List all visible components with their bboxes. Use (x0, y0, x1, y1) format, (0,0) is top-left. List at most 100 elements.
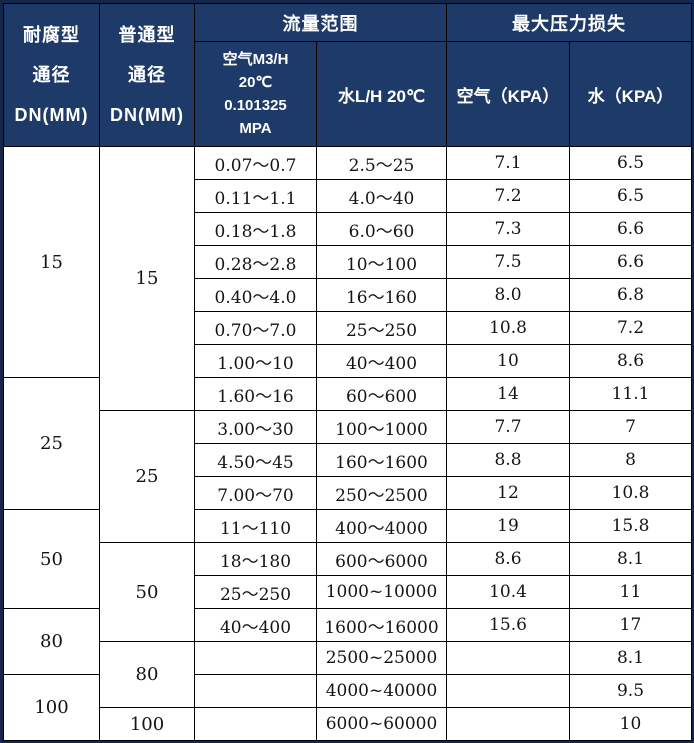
water-flow-cell: 250～2500 (316, 476, 447, 510)
air-pressure-cell (446, 674, 570, 708)
table-body: 15 15 0.07～0.7 2.5～25 7.1 6.5 0.11～1.1 4.0～40 7.… (3, 146, 692, 741)
air-pressure-cell: 10.8 (446, 311, 570, 345)
table-row: 15 15 0.07～0.7 2.5～25 7.1 6.5 (3, 146, 692, 411)
air-flow-cell: 0.40～4.0 (194, 278, 317, 312)
table-row: 80 40～400 1600～16000 15.6 17 (3, 608, 692, 675)
table-row: 25 1.60～16 60～600 14 11.1 (3, 377, 692, 510)
header-air-flow-line2: 20℃ (238, 74, 273, 91)
air-flow-cell: 0.70～7.0 (194, 311, 317, 345)
table-row: 0.70～7.0 25～250 10.8 7.2 (4, 311, 692, 345)
water-pressure-cell: 10.8 (569, 476, 692, 510)
water-pressure-cell: 6.5 (569, 146, 692, 180)
header-normal-dn-line3: DN(MM) (110, 105, 184, 125)
water-flow-cell: 2500~25000 (316, 641, 447, 675)
water-flow-cell: 1000~10000 (316, 575, 447, 609)
air-flow-cell: 1.00～10 (194, 344, 317, 378)
air-pressure-cell: 19 (446, 509, 570, 543)
air-flow-cell: 0.07～0.7 (194, 146, 317, 180)
water-flow-cell: 100～1000 (316, 410, 447, 444)
water-flow-cell: 25～250 (316, 311, 447, 345)
water-pressure-cell: 8.1 (569, 542, 692, 576)
water-pressure-cell: 7.2 (569, 311, 692, 345)
air-pressure-cell: 8.0 (446, 278, 570, 312)
header-air-kpa: 空气（KPA） (446, 41, 570, 147)
header-water-flow: 水L/H 20℃ (316, 41, 447, 147)
air-pressure-cell: 14 (446, 377, 570, 411)
header-max-pressure-loss-group: 最大压力损失 (446, 3, 692, 42)
air-pressure-cell: 7.3 (446, 212, 570, 246)
header-air-flow-line3: 0.101325 (224, 97, 287, 114)
table-row: 25 3.00～30 100～1000 7.7 7 (4, 410, 692, 543)
water-flow-cell: 6.0～60 (316, 212, 447, 246)
header-corrosion-dn-line3: DN(MM) (14, 105, 89, 125)
table-row: 100 6000~60000 10 (4, 707, 692, 741)
air-pressure-cell: 10 (446, 344, 570, 378)
air-flow-cell: 0.18～1.8 (194, 212, 317, 246)
normal-dn-cell: 100 (99, 707, 195, 741)
header-air-flow-line4: MPA (239, 120, 272, 137)
water-pressure-cell: 8.6 (569, 344, 692, 378)
normal-dn-cell: 15 (99, 146, 195, 411)
water-flow-cell: 160～1600 (316, 443, 447, 477)
air-flow-cell: 0.28～2.8 (194, 245, 317, 279)
air-flow-cell: 1.60～16 (194, 377, 317, 411)
air-flow-cell (194, 707, 317, 741)
water-flow-cell: 600～6000 (316, 542, 447, 576)
air-pressure-cell (446, 641, 570, 675)
water-pressure-cell: 8.1 (569, 641, 692, 675)
water-flow-cell: 1600～16000 (316, 608, 447, 642)
header-air-flow-line1: 空气M3/H (222, 51, 289, 68)
air-pressure-cell: 7.5 (446, 245, 570, 279)
water-pressure-cell: 10 (569, 707, 692, 741)
air-flow-cell: 0.11～1.1 (194, 179, 317, 213)
water-pressure-cell: 7 (569, 410, 692, 444)
air-pressure-cell: 10.4 (446, 575, 570, 609)
air-flow-cell: 3.00～30 (194, 410, 317, 444)
corrosion-dn-cell: 80 (3, 608, 100, 675)
air-flow-cell: 7.00～70 (194, 476, 317, 510)
water-flow-cell: 4.0～40 (316, 179, 447, 213)
header-normal-dn-line1: 普通型 (118, 25, 176, 45)
water-flow-cell: 10～100 (316, 245, 447, 279)
water-flow-cell: 6000~60000 (316, 707, 447, 741)
table-row: 0.11～1.1 4.0～40 7.2 6.5 (4, 179, 692, 213)
air-flow-cell (194, 674, 317, 708)
table-row: 50 11～110 400～4000 19 15.8 (3, 509, 692, 609)
air-pressure-cell: 7.7 (446, 410, 570, 444)
water-pressure-cell: 6.8 (569, 278, 692, 312)
table-row: 50 18～180 600～6000 8.6 8.1 (4, 542, 692, 642)
air-pressure-cell: 8.6 (446, 542, 570, 576)
water-pressure-cell: 11.1 (569, 377, 692, 411)
air-pressure-cell: 7.1 (446, 146, 570, 180)
header-normal-dn-line2: 通径 (128, 65, 166, 85)
water-pressure-cell: 6.6 (569, 245, 692, 279)
corrosion-dn-cell: 25 (3, 377, 100, 510)
air-pressure-cell: 12 (446, 476, 570, 510)
corrosion-dn-cell: 50 (3, 509, 100, 609)
flow-meter-spec-table: 耐腐型 通径 DN(MM) 普通型 通径 DN(MM) 流量范围 最大压力损失 … (3, 3, 692, 741)
header-corrosion-dn-line1: 耐腐型 (23, 25, 80, 45)
header-water-kpa: 水（KPA） (569, 41, 692, 147)
water-flow-cell: 40～400 (316, 344, 447, 378)
corrosion-dn-cell: 15 (3, 146, 100, 378)
water-flow-cell: 2.5～25 (316, 146, 447, 180)
water-flow-cell: 16～160 (316, 278, 447, 312)
water-pressure-cell: 6.5 (569, 179, 692, 213)
air-pressure-cell: 7.2 (446, 179, 570, 213)
water-flow-cell: 60～600 (316, 377, 447, 411)
table-row: 4.50～45 160～1600 8.8 8 (4, 443, 692, 477)
air-flow-cell: 11～110 (194, 509, 317, 543)
water-pressure-cell: 17 (569, 608, 692, 642)
table-row: 0.28～2.8 10～100 7.5 6.6 (4, 245, 692, 279)
water-pressure-cell: 9.5 (569, 674, 692, 708)
table-row: 80 2500~25000 8.1 (4, 641, 692, 708)
water-pressure-cell: 15.8 (569, 509, 692, 543)
table-row: 7.00～70 250～2500 12 10.8 (4, 476, 692, 510)
air-flow-cell: 4.50～45 (194, 443, 317, 477)
water-pressure-cell: 8 (569, 443, 692, 477)
air-flow-cell: 18～180 (194, 542, 317, 576)
table-row: 1.00～10 40～400 10 8.6 (4, 344, 692, 378)
header-corrosion-dn-line2: 通径 (32, 65, 71, 85)
water-pressure-cell: 6.6 (569, 212, 692, 246)
